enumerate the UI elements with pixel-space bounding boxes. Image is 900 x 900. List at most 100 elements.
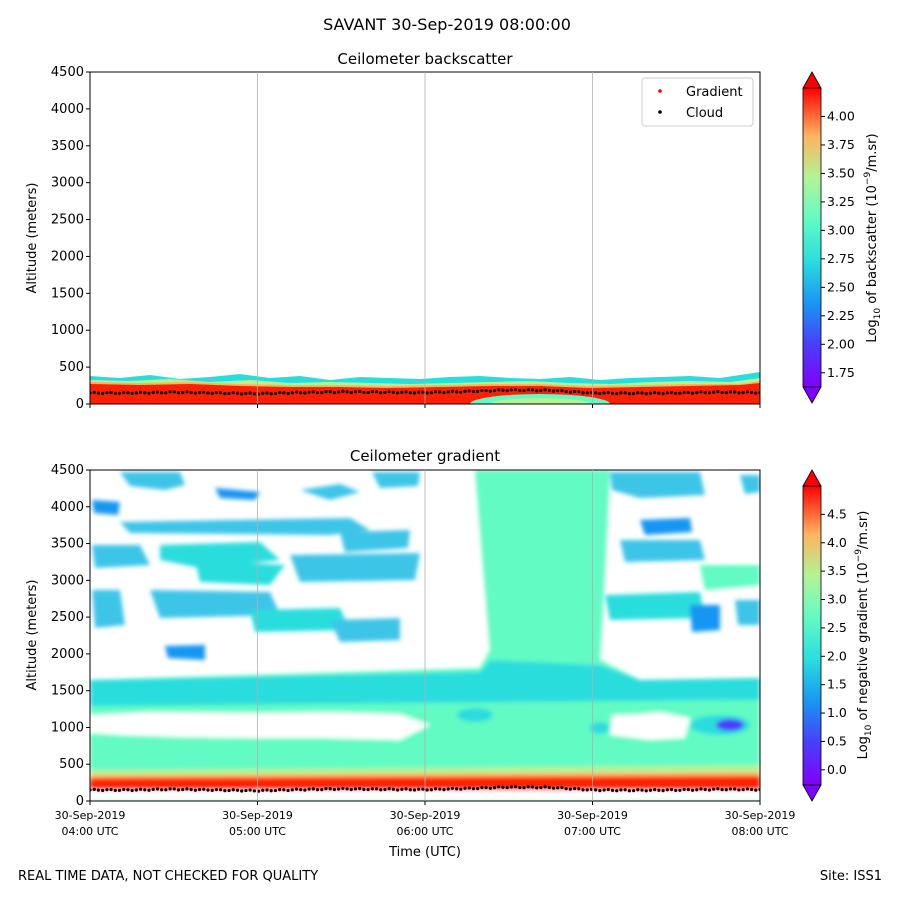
cloud-point	[193, 391, 197, 395]
cloud-point	[442, 788, 446, 792]
cloud-point	[383, 390, 387, 395]
cloud-point	[429, 391, 433, 395]
backscatter-y-ticks: 0 500 1000 1500 2000 2500 3000 3500 4000 4500	[51, 65, 90, 412]
cloud-point	[594, 391, 598, 395]
cloud-point	[353, 390, 358, 394]
colorbar-tick-label: 1.5	[827, 677, 847, 692]
cloud-point	[678, 391, 682, 395]
cloud-point	[497, 388, 501, 392]
cloud-point	[471, 787, 476, 791]
cloud-point	[311, 787, 315, 791]
cloud-point	[240, 789, 244, 793]
backscatter-colorbar-ticks: 1.75 2.00 2.25 2.50 2.75 3.00 3.25 3.50 3.75 4.00	[821, 108, 855, 380]
cloud-point	[669, 390, 674, 395]
cloud-point	[686, 787, 690, 792]
cloud-point	[332, 390, 337, 395]
cloud-point	[404, 390, 408, 394]
cloud-point	[467, 389, 471, 393]
cloud-point	[678, 788, 682, 792]
cloud-point	[463, 389, 467, 393]
backscatter-y-label: Altitude (meters)	[25, 183, 40, 294]
cloud-point	[716, 787, 720, 791]
colorbar-tick-label: 2.0	[827, 648, 847, 663]
y-tick-label: 3000	[51, 176, 84, 191]
cloud-point	[244, 788, 248, 793]
cloud-point	[404, 787, 408, 791]
cloud-point	[126, 788, 130, 792]
cloud-point	[185, 787, 189, 791]
cloud-point	[421, 787, 425, 791]
cloud-point	[581, 788, 585, 792]
cloud-point	[286, 391, 290, 396]
cloud-point	[362, 787, 366, 791]
cloud-point	[631, 789, 636, 793]
cloud-point	[113, 788, 117, 792]
cloud-point	[332, 787, 337, 792]
cloud-point	[737, 788, 741, 792]
cloud-point	[412, 391, 417, 395]
cloud-point	[197, 787, 202, 792]
cloud-point	[219, 391, 223, 395]
cloud-point	[716, 390, 720, 394]
cloud-point	[265, 788, 269, 792]
cloud-point	[594, 788, 598, 792]
cloud-point	[138, 787, 143, 791]
colorbar-tick-label: 2.75	[827, 251, 855, 266]
cloud-point	[307, 787, 311, 791]
cloud-point	[130, 391, 134, 396]
cloud-point	[92, 787, 96, 791]
cloud-point	[648, 788, 653, 792]
gradient-y-label: Altitude (meters)	[25, 580, 40, 691]
y-tick-label: 4000	[51, 102, 84, 117]
cloud-point	[391, 787, 395, 791]
cloud-point	[513, 784, 518, 789]
cloud-point	[353, 787, 358, 791]
y-tick-label: 0	[76, 794, 84, 809]
y-tick-label: 1000	[51, 323, 84, 338]
cloud-point	[556, 786, 560, 790]
cloud-point	[728, 787, 733, 791]
colorbar-tick-label: 3.50	[827, 165, 855, 180]
cloud-point	[564, 787, 568, 791]
cloud-point	[598, 391, 602, 396]
cloud-point	[665, 391, 669, 395]
cloud-point	[370, 390, 374, 394]
cloud-point	[387, 390, 391, 394]
cloud-point	[556, 389, 560, 393]
cloud-point	[370, 787, 374, 791]
cloud-point	[214, 390, 219, 395]
cloud-point	[720, 390, 724, 395]
cloud-point	[320, 788, 324, 792]
cloud-point	[572, 389, 577, 394]
cloud-point	[669, 787, 674, 792]
legend-gradient-marker	[658, 89, 662, 93]
cloud-point	[585, 391, 589, 395]
backscatter-colorbar: 1.75 2.00 2.25 2.50 2.75 3.00 3.25 3.50 3.75 4.00…	[802, 71, 883, 404]
cloud-point	[476, 389, 480, 394]
cloud-point	[315, 788, 320, 792]
y-tick-label: 500	[59, 757, 84, 772]
cloud-point	[122, 787, 126, 792]
cloud-point	[653, 787, 657, 792]
cloud-point	[737, 391, 741, 395]
cloud-point	[455, 390, 459, 394]
gradient-x-ticks: 30-Sep-2019 04:00 UTC 30-Sep-2019 05:00 UTC…	[55, 801, 796, 838]
cloud-point	[640, 391, 644, 395]
cloud-point	[455, 787, 459, 791]
cloud-point	[615, 789, 619, 793]
gradient-y-ticks: 0 500 1000 1500 2000 2500 3000 3500 4000 4500	[51, 463, 90, 809]
cloud-point	[438, 390, 442, 394]
gradient-title: Ceilometer gradient	[350, 447, 500, 465]
cloud-point	[417, 390, 421, 394]
colorbar-tick-label: 3.0	[827, 592, 847, 607]
cloud-point	[206, 788, 210, 792]
cloud-point	[733, 787, 737, 791]
cloud-point	[712, 787, 716, 791]
cloud-point	[749, 787, 754, 792]
cloud-point	[366, 787, 370, 792]
cloud-point	[328, 390, 332, 394]
cloud-point	[147, 391, 151, 395]
cloud-point	[653, 390, 657, 395]
cloud-point	[745, 390, 749, 394]
x-tick-date: 30-Sep-2019	[725, 809, 796, 822]
